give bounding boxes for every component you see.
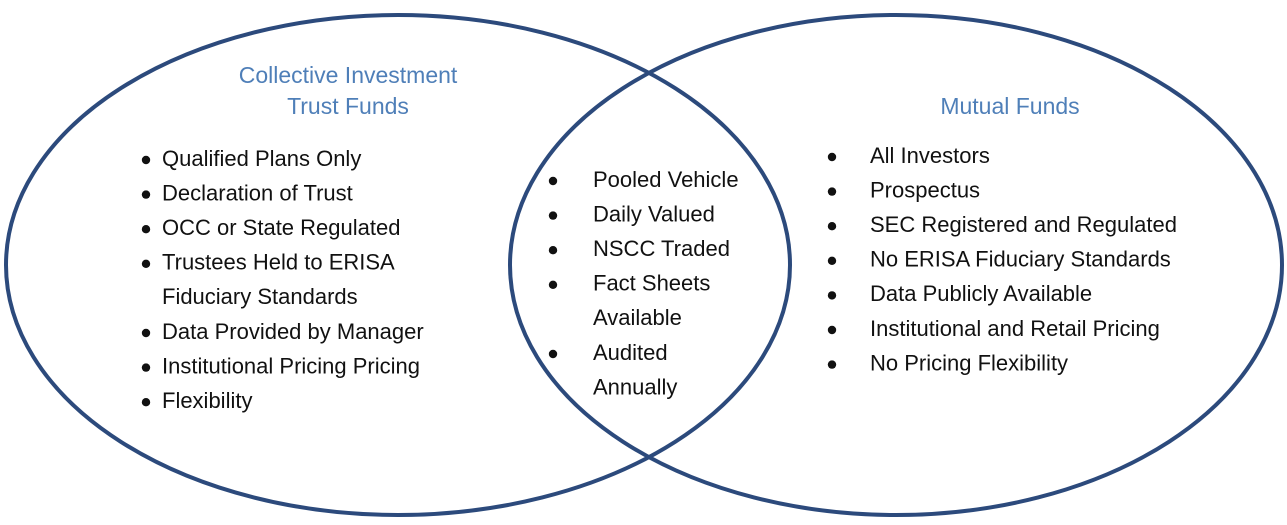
bullet	[827, 256, 837, 265]
list-item: SEC Registered and Regulated	[870, 212, 1177, 237]
list-item: Flexibility	[162, 388, 252, 413]
list-item: Annually	[593, 374, 677, 399]
bullet	[548, 280, 558, 289]
list-item: Audited	[593, 340, 668, 365]
bullet	[827, 222, 837, 231]
list-item: Daily Valued	[593, 201, 715, 226]
bullet	[827, 325, 837, 335]
bullet	[548, 176, 558, 186]
bullet	[827, 291, 837, 300]
list-item: OCC or State Regulated	[162, 215, 400, 240]
list-item: NSCC Traded	[593, 236, 730, 261]
list-item: No ERISA Fiduciary Standards	[870, 247, 1171, 272]
left-circle	[4, 13, 792, 517]
list-item: All Investors	[870, 143, 990, 168]
list-item: Data Provided by Manager	[162, 319, 424, 344]
bullet	[827, 187, 837, 196]
bullet	[548, 211, 558, 220]
list-item: Trustees Held to ERISA	[162, 250, 395, 275]
group-title: Trust Funds	[287, 93, 409, 119]
list-item: Prospectus	[870, 177, 980, 202]
bullet	[141, 259, 151, 268]
group-title: Mutual Funds	[940, 93, 1079, 119]
bullet	[141, 190, 151, 199]
list-item: No Pricing Flexibility	[870, 350, 1068, 375]
list-item: Qualified Plans Only	[162, 146, 361, 171]
list-item: Declaration of Trust	[162, 180, 353, 205]
right-circle	[508, 13, 1284, 517]
bullet	[141, 225, 151, 234]
bullet	[141, 328, 151, 338]
list-item: Data Publicly Available	[870, 281, 1092, 306]
list-item: Pooled Vehicle	[593, 167, 739, 192]
list-item: Institutional and Retail Pricing	[870, 316, 1160, 341]
bullet	[827, 152, 837, 162]
list-item: Institutional Pricing Pricing	[162, 353, 420, 378]
group-title: Collective Investment	[239, 62, 458, 88]
bullet	[548, 246, 558, 255]
list-item: Fiduciary Standards	[162, 284, 358, 309]
list-item: Fact Sheets	[593, 271, 710, 296]
bullet	[827, 360, 837, 369]
list-item: Available	[593, 305, 682, 330]
bullet	[141, 363, 151, 372]
bullet	[141, 155, 151, 165]
bullet	[548, 349, 558, 359]
bullet	[141, 398, 151, 407]
